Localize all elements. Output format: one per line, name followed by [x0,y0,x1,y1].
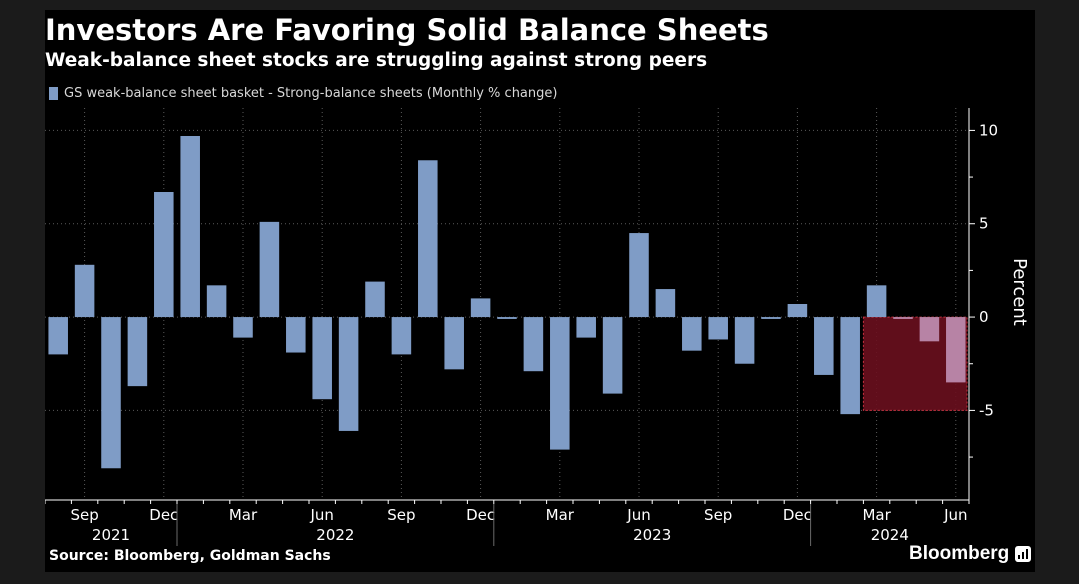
bar-2022-08 [365,281,385,318]
bar-2021-11 [127,317,148,387]
y-axis-label: Percent [1009,258,1030,326]
x-tick-label: Sep [70,506,98,524]
x-year-label: 2022 [316,526,354,544]
bar-2024-04 [893,317,913,319]
chart-panel: 10 5 0 -5 Percent Sep Dec Mar Jun Sep Dec Mar Jun Sep… [45,10,1035,572]
bar-2023-12 [787,304,808,318]
x-tick-label: Jun [309,506,333,524]
bar-2023-04 [576,317,596,338]
chart-subtitle: Weak-balance sheet stocks are struggling… [45,50,708,71]
x-tick-label: Mar [229,506,258,524]
bar-2023-10 [734,317,755,364]
x-tick-label: Sep [387,506,415,524]
bar-2023-05 [602,317,623,394]
bar-2021-12 [154,192,174,318]
x-year-label: 2021 [92,526,130,544]
bar-2022-02 [206,285,227,318]
bar-2022-03 [233,317,253,338]
x-tick-label: Sep [704,506,732,524]
chart-title: Investors Are Favoring Solid Balance She… [45,13,769,47]
bar-2022-01 [180,136,200,318]
bar-2022-09 [391,317,412,355]
y-tick-label: 5 [979,215,989,233]
x-year-label: 2023 [633,526,671,544]
bar-2021-10 [101,317,121,469]
y-tick-label: 0 [979,308,989,326]
y-tick-label: 10 [979,121,998,139]
x-tick-label: Jun [943,506,967,524]
legend-swatch [49,87,58,100]
bar-2022-10 [418,160,438,318]
legend: GS weak-balance sheet basket - Strong-ba… [49,86,557,101]
brand-logo: Bloomberg [909,543,1032,565]
brand-name: Bloomberg [909,543,1010,564]
x-year-label: 2024 [871,526,909,544]
x-tick-label: Mar [546,506,575,524]
source-note: Source: Bloomberg, Goldman Sachs [49,548,331,564]
bar-2022-11 [444,317,464,370]
x-tick-label: Dec [783,506,812,524]
x-tick-label: Dec [149,506,178,524]
bar-2023-07 [655,289,676,318]
y-tick-label: -5 [979,401,994,419]
bar-2023-02 [523,317,544,372]
bar-2023-01 [497,317,517,319]
bar-chart: 10 5 0 -5 Percent Sep Dec Mar Jun Sep Dec Mar Jun Sep… [45,108,1030,546]
bar-2023-11 [761,317,781,319]
bar-2024-03 [866,285,887,318]
bar-2022-12 [470,298,491,318]
bloomberg-terminal-icon [1015,546,1032,562]
x-tick-label: Mar [862,506,891,524]
bar-2021-09 [74,264,95,318]
x-tick-label: Dec [466,506,495,524]
bar-2024-05 [919,317,940,342]
bar-2022-06 [312,317,332,400]
bar-2024-06 [946,317,966,383]
bar-2023-08 [682,317,702,351]
bar-2022-05 [286,317,306,353]
bar-2021-08 [48,317,68,355]
bar-2024-02 [840,317,860,415]
bar-2023-03 [550,317,570,450]
bar-2022-04 [259,221,280,318]
bar-2022-07 [338,317,359,431]
legend-label: GS weak-balance sheet basket - Strong-ba… [64,86,558,101]
bar-2023-06 [629,233,649,318]
bar-2024-01 [814,317,834,375]
x-tick-label: Jun [626,506,650,524]
bar-2023-09 [708,317,728,340]
